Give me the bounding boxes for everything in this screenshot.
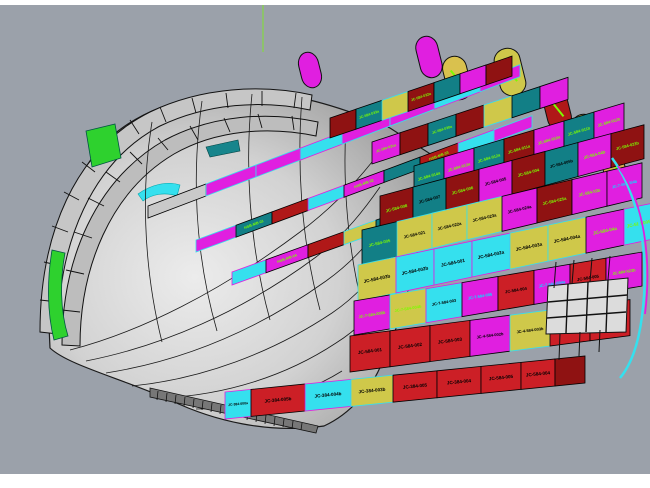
plate-label: JC-7-584-005b <box>358 310 386 320</box>
plate-label: JC-584-023b <box>612 267 637 276</box>
band-rungs-2 <box>61 113 295 313</box>
hull-right-edge-magenta <box>617 165 649 315</box>
plate-label: JC-584-003 <box>438 337 463 345</box>
longitudinal-wireframe <box>69 161 385 410</box>
plate-label: JC-7-584-003 <box>431 298 457 307</box>
plate-label: JC-584-001 <box>358 347 383 355</box>
hull-right-edge-cyan <box>610 157 646 379</box>
plate-label: JC-384-004 <box>447 378 472 385</box>
plate-label: JC-584-012a <box>477 152 502 164</box>
hull-plate[interactable] <box>493 115 533 143</box>
teal-sliver <box>205 139 241 158</box>
plate-label: JC-584-003a <box>515 242 543 252</box>
hull-plate[interactable] <box>554 355 586 387</box>
plate-label: JC-7-584-004b <box>612 179 639 189</box>
plate-label: JC-584-022a <box>437 221 463 232</box>
plate-label: JC-584-005 <box>577 273 600 282</box>
plate-label: JC-584-003b <box>363 273 391 283</box>
plate-label: JC-584-005 <box>368 238 391 248</box>
shell-band-inner <box>61 115 319 347</box>
plate-label: JC-584-025a <box>542 195 568 206</box>
plate-label: JC-4-584-003b <box>516 326 544 335</box>
plate-label: JC-584-023b <box>615 140 640 151</box>
frame-wireframe <box>145 93 363 343</box>
plate-label: JC-584-031a <box>375 143 397 154</box>
plate-label: JC-584-004a <box>553 234 581 244</box>
plate-label: JC-584-008 <box>385 203 408 214</box>
plate-label: JC-584-011a <box>507 143 531 155</box>
plate-label: JC-584-001 <box>441 258 466 268</box>
plate-label: JC-584-03b <box>578 187 601 197</box>
plate-label: JC-584-005a <box>626 218 650 228</box>
hull-plate[interactable] <box>539 76 569 110</box>
plate-label: JC-7-584-004a <box>538 279 566 289</box>
plate-label: JC-584-023a <box>472 212 498 223</box>
frame-tab[interactable] <box>413 34 445 80</box>
plate-label: HSB-MB-01 <box>244 219 265 230</box>
plate-label: HSB-MB-03 <box>429 151 450 162</box>
plate-label: JC-584-006 <box>451 185 474 196</box>
plate-label: JC-584-021 <box>403 229 426 239</box>
plate-label: JC-584-007 <box>418 194 441 205</box>
plate-label: JC-7-584-004b <box>394 304 422 314</box>
plate-label: JC-584-004 <box>526 370 551 377</box>
plate-label: JC-584-032a <box>410 91 432 102</box>
plate-label: HSB-MB-04 <box>277 253 299 264</box>
green-sliver <box>48 249 69 341</box>
plate-label: JC-584-014a <box>417 170 442 182</box>
plate-label: JC-384-005b <box>264 396 292 404</box>
plate-label: JC-584-04a <box>593 226 618 236</box>
hull-plate[interactable] <box>610 124 645 169</box>
plate-label: JC-584-002b <box>401 265 429 275</box>
green-plate <box>85 123 122 168</box>
plate-label: JC-584-013a <box>447 161 472 173</box>
plate-label: JC-584-010a <box>537 134 562 146</box>
plate-label: JC-584-002a <box>477 250 505 260</box>
plate-label: JC-584-033a <box>358 109 380 120</box>
frame-tab-shape[interactable] <box>413 34 445 80</box>
frame-tab-shape[interactable] <box>296 50 324 90</box>
plate-label: JC-584-004 <box>505 286 528 295</box>
plate-label: JC-384-000a <box>228 401 248 407</box>
plate-label: JC-584-005b <box>549 158 574 169</box>
plate-label: HSB-MB-02 <box>354 178 375 189</box>
frame-tab[interactable] <box>296 50 324 90</box>
plate-label: JC-584-024a <box>507 204 533 215</box>
plate-label: JC-584-004 <box>517 167 540 178</box>
plate-label: JC-584-012b <box>597 116 622 128</box>
plate-label: JC-584-04b <box>583 149 606 160</box>
plate-label: JC-584-002 <box>398 342 423 350</box>
plate-label: JC-384-003b <box>358 387 386 395</box>
plate-label: JC-584-005 <box>489 374 514 381</box>
hull-plate[interactable] <box>485 55 513 86</box>
plate-label: JC-584-011b <box>567 125 591 137</box>
plate-label: JC-4-584-002b <box>476 331 504 340</box>
plate-label: JC-7-584-005 <box>467 291 493 300</box>
frame-lines-right <box>553 255 611 361</box>
plate-label: JC-584-030a <box>431 124 453 135</box>
plate-label: JC-384-005 <box>403 382 428 389</box>
plate-label: JC-584-005 <box>484 176 507 187</box>
plate-label: JC-384-004b <box>314 391 342 399</box>
panel-grid-label-zone <box>546 279 628 334</box>
